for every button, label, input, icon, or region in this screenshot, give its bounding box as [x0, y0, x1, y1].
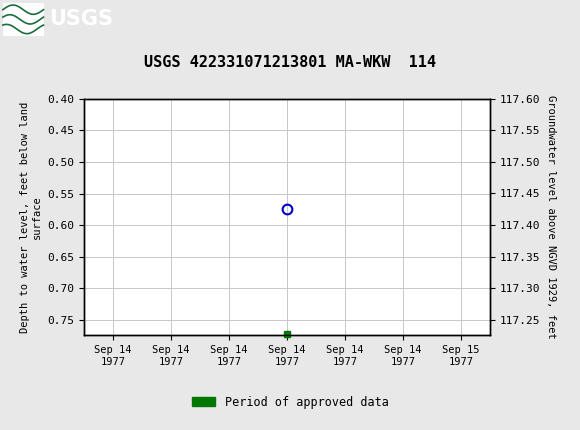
Legend: Period of approved data: Period of approved data: [187, 391, 393, 413]
Text: USGS 422331071213801 MA-WKW  114: USGS 422331071213801 MA-WKW 114: [144, 55, 436, 70]
Y-axis label: Depth to water level, feet below land
surface: Depth to water level, feet below land su…: [20, 101, 42, 333]
FancyBboxPatch shape: [3, 3, 43, 36]
Y-axis label: Groundwater level above NGVD 1929, feet: Groundwater level above NGVD 1929, feet: [546, 95, 556, 339]
Text: USGS: USGS: [49, 9, 113, 29]
